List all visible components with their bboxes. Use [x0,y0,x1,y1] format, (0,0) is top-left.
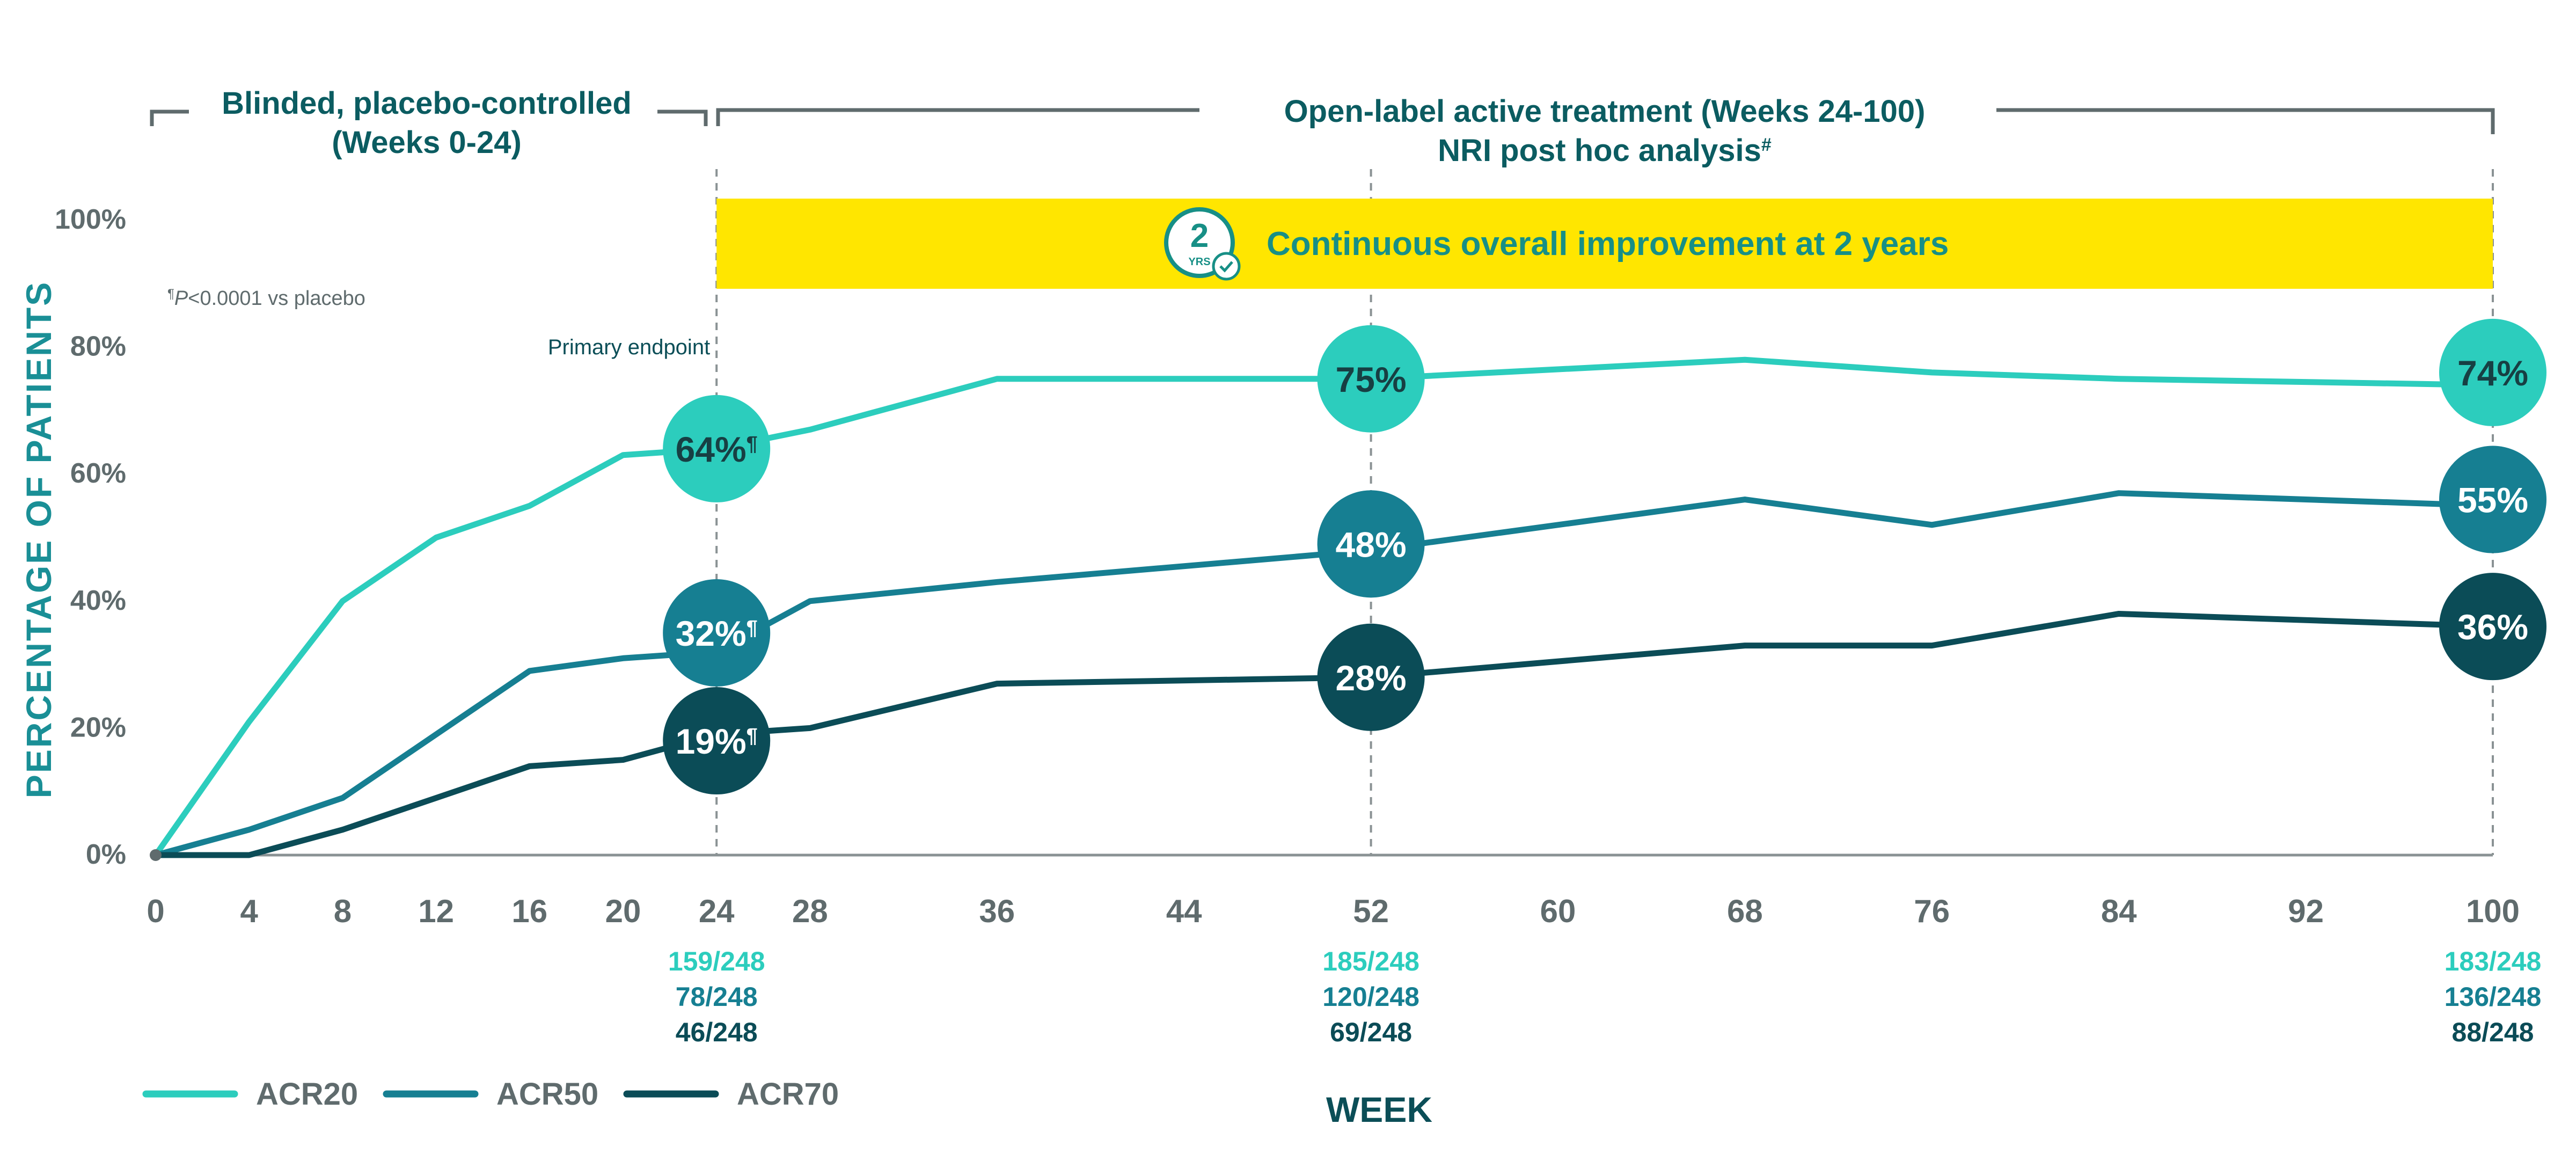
acr70-week-52-count: 69/248 [1330,1017,1412,1047]
check-circle-icon [1212,252,1241,281]
banner-layer: 2 YRS Continuous overall improvement at 2 … [716,199,2493,289]
badge-unit: YRS [1188,256,1210,268]
footnote-pilcrow: ¶ [167,287,174,301]
blinded-bracket-right [657,110,708,126]
acr20-week-24-count: 159/248 [668,946,765,976]
acr20-week-24-value: 64%¶ [676,429,758,469]
x-tick-label: 76 [1914,893,1950,929]
acr20-week-52-value: 75% [1336,360,1407,399]
acr50-week-24-count: 78/248 [676,982,758,1012]
bubble-footnote-mark: ¶ [747,617,758,639]
nri-footnote-mark: # [1761,135,1772,155]
badge-number: 2 [1190,217,1209,254]
acr50-week-24-bubble [663,579,771,687]
improvement-banner [716,199,2493,289]
bubble-percent: 32% [676,614,747,653]
acr50-week-52-bubble [1317,490,1425,598]
bubble-footnote-mark: ¶ [747,725,758,747]
x-tick-label: 16 [511,893,547,929]
x-tick-label: 84 [2101,893,2137,929]
x-tick-label: 0 [147,893,164,929]
footnote-text: <0.0001 vs placebo [188,287,365,310]
origin-point [150,849,162,861]
primary-endpoint-label: Primary endpoint [548,335,710,359]
legend-label-acr20: ACR20 [256,1077,358,1112]
x-tick-label: 60 [1540,893,1576,929]
x-axis-title: WEEK [1326,1090,1432,1129]
open-label-bracket-left [716,108,1199,126]
acr20-week-52-count: 185/248 [1322,946,1419,976]
blinded-weeks-label: (Weeks 0-24) [332,125,522,160]
lines-layer [150,356,2496,861]
acr70-week-100-count: 88/248 [2452,1017,2534,1047]
x-tick-label: 52 [1353,893,1389,929]
x-tick-label: 36 [979,893,1015,929]
y-axis-title: PERCENTAGE OF PATIENTS [19,281,58,798]
blinded-phase-label: Blinded, placebo-controlled [222,86,632,121]
acr70-line [152,610,2496,858]
y-tick-label: 80% [70,331,126,362]
x-tick-label: 4 [240,893,259,929]
x-tick-label: 28 [792,893,828,929]
acr50-week-52-count: 120/248 [1322,982,1419,1012]
bubble-percent: 55% [2457,480,2528,520]
x-tick-label: 8 [334,893,352,929]
open-label-bracket-right [1996,108,2495,134]
labels-layer: Blinded, placebo-controlled (Weeks 0-24) O… [142,86,2542,1112]
bubble-percent: 28% [1336,658,1407,698]
banner-text: Continuous overall improvement at 2 year… [1267,225,1949,262]
nri-analysis-label: NRI post hoc analysis# [1438,133,1772,168]
y-tick-label: 40% [70,585,126,616]
acr50-week-100-count: 136/248 [2445,982,2542,1012]
footnote-p: P [174,287,188,310]
y-tick-label: 100% [55,204,126,235]
y-tick-label: 60% [70,458,126,489]
legend-label-acr70: ACR70 [737,1077,839,1112]
acr50-week-52-value: 48% [1336,524,1407,564]
bubble-percent: 74% [2457,353,2528,393]
acr70-week-24-bubble [663,687,771,795]
blinded-bracket-left [150,110,189,126]
acr20-week-100-count: 183/248 [2445,946,2542,976]
acr50-week-100-bubble [2439,446,2546,553]
nri-analysis-text: NRI post hoc analysis [1438,133,1761,168]
acr70-week-100-bubble [2439,573,2546,681]
acr20-line [152,356,2496,858]
bubbles-layer: 64%¶32%¶19%¶75%48%28%74%55%36% [663,318,2546,795]
y-tick-label: 20% [70,712,126,743]
acr70-week-100-value: 36% [2457,607,2528,647]
p-value-footnote: ¶P<0.0001 vs placebo [167,287,365,310]
bubble-footnote-mark: ¶ [747,433,758,455]
acr70-week-52-bubble [1317,623,1425,731]
x-tick-label: 12 [418,893,454,929]
x-tick-label: 24 [699,893,735,929]
acr50-week-24-value: 32%¶ [676,614,758,653]
acr50-week-100-value: 55% [2457,480,2528,520]
acr70-week-52-value: 28% [1336,658,1407,698]
axes-layer: 0% 20% 40% 60% 80% 100% 0 4 8 12 16 20 24 28 36 44 52 60 6… [19,204,2520,1129]
acr20-week-24-bubble [663,395,771,502]
x-tick-label: 92 [2288,893,2324,929]
acr70-week-24-value: 19%¶ [676,721,758,761]
x-tick-label: 20 [605,893,641,929]
bubble-percent: 64% [676,429,747,469]
x-tick-label: 68 [1727,893,1763,929]
acr70-week-24-count: 46/248 [676,1017,758,1047]
checkmark-icon [1219,261,1233,273]
acr20-week-52-bubble [1317,325,1425,433]
acr20-week-100-value: 74% [2457,353,2528,393]
legend-label-acr50: ACR50 [496,1077,598,1112]
acr20-week-100-bubble [2439,318,2546,426]
bubble-percent: 48% [1336,524,1407,564]
y-tick-label: 0% [86,839,126,870]
x-tick-label: 44 [1166,893,1202,929]
x-tick-label: 100 [2466,893,2520,929]
bubble-percent: 36% [2457,607,2528,647]
bubble-percent: 75% [1336,360,1407,399]
open-label-phase-label: Open-label active treatment (Weeks 24-10… [1284,94,1926,129]
bubble-percent: 19% [676,721,747,761]
